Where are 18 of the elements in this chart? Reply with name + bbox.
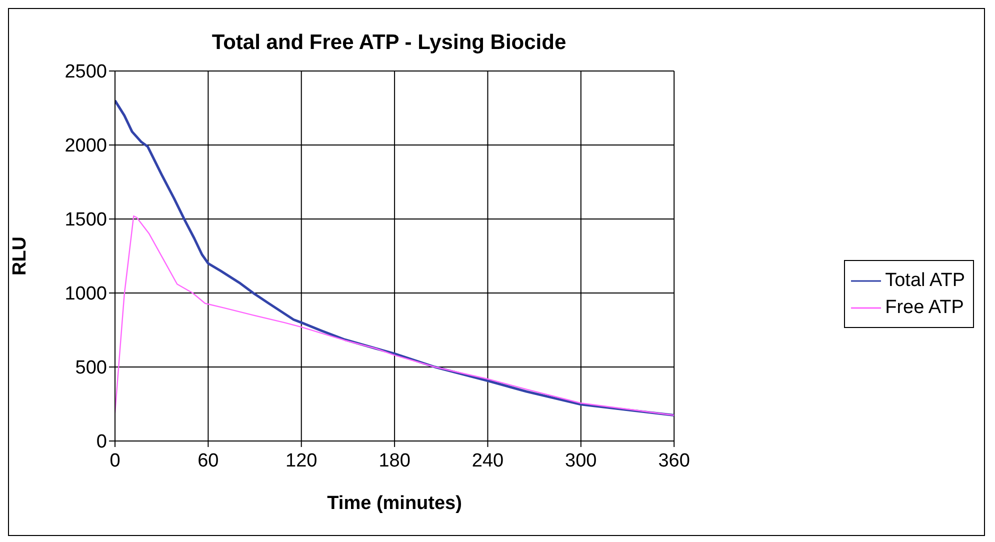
y-tick-label: 2000 <box>64 136 107 157</box>
chart-title: Total and Free ATP - Lysing Biocide <box>210 31 568 55</box>
legend-label: Free ATP <box>885 296 964 320</box>
x-tick-label: 240 <box>472 450 504 472</box>
y-tick-label: 0 <box>96 432 107 453</box>
x-tick-label: 120 <box>286 450 318 472</box>
y-tick-label: 500 <box>75 358 107 379</box>
legend-label: Total ATP <box>885 269 965 293</box>
y-tick-label: 2500 <box>64 62 107 83</box>
y-tick-label: 1000 <box>64 284 107 305</box>
x-tick-label: 60 <box>198 450 219 472</box>
x-axis-title: Time (minutes) <box>327 493 462 514</box>
y-axis-title: RLU <box>10 236 31 276</box>
y-tick-label: 1500 <box>64 210 107 231</box>
x-tick-label: 0 <box>110 450 120 472</box>
x-tick-label: 180 <box>378 450 410 472</box>
x-tick-label: 360 <box>658 450 690 472</box>
x-tick-label: 300 <box>565 450 597 472</box>
